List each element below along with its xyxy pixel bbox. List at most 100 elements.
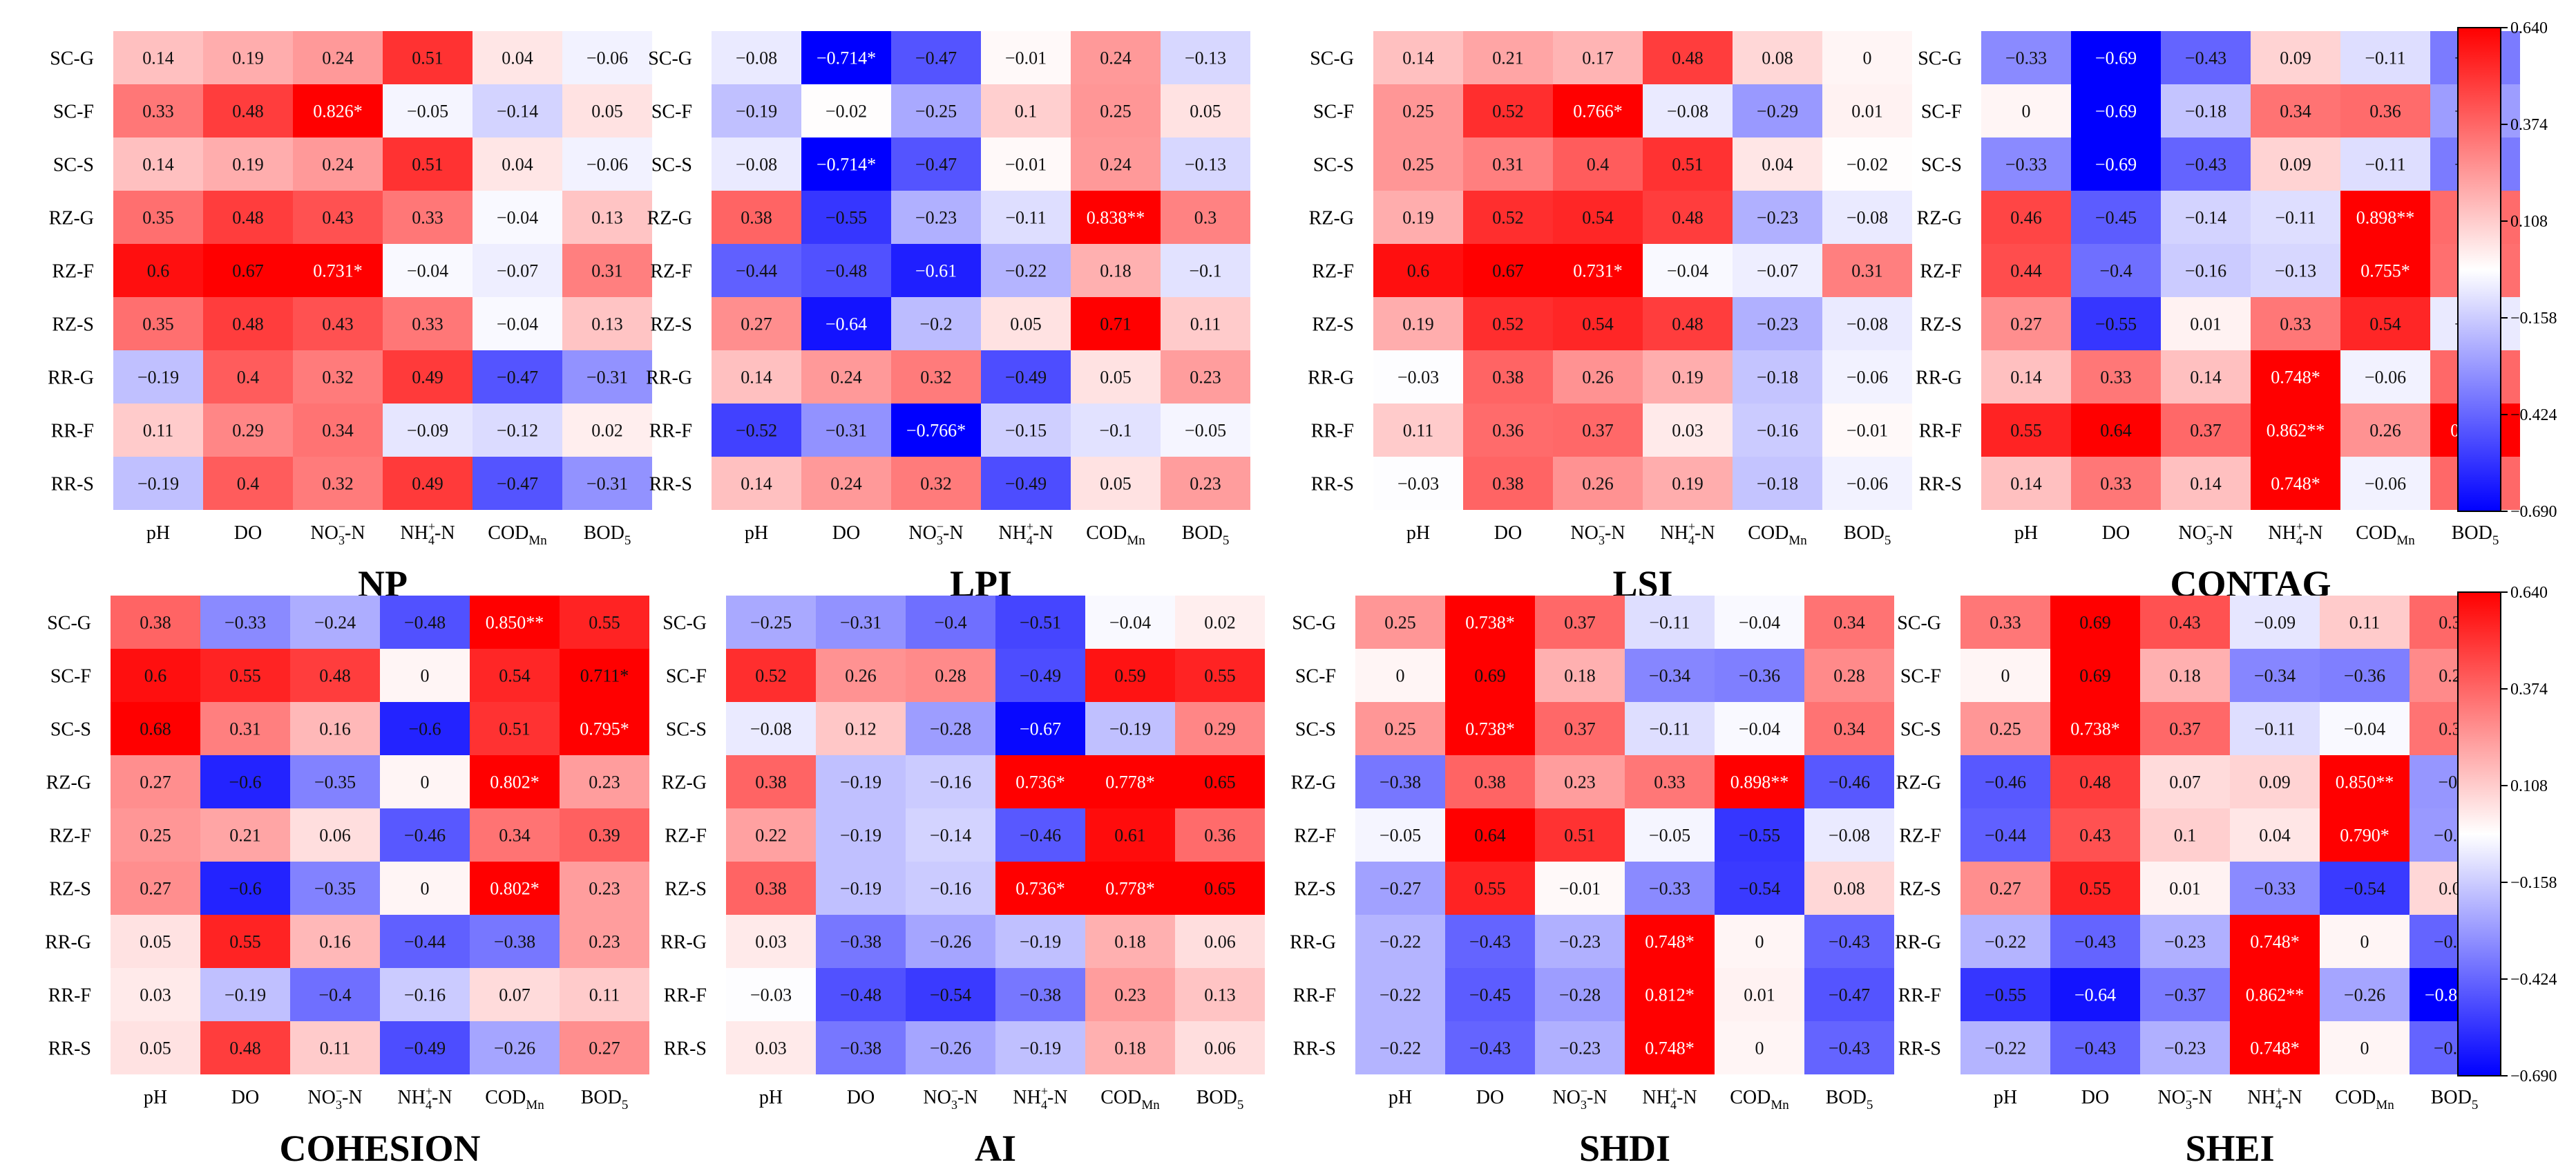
row-label: SC-F (53, 102, 94, 123)
heatmap-cell (383, 244, 473, 297)
cell-value-label: −0.08 (736, 48, 777, 68)
heatmap-cell (470, 808, 560, 862)
heatmap-cell (1085, 649, 1175, 702)
cell-value-label: −0.23 (2164, 932, 2206, 952)
heatmap-cell (203, 297, 293, 350)
heatmap-cell (1553, 84, 1643, 137)
row-label: SC-G (1897, 613, 1941, 634)
heatmap-cell (1161, 350, 1250, 404)
cell-value-label: 0.862** (2267, 421, 2325, 441)
cell-value-label: 0.14 (741, 368, 772, 388)
heatmap-cell (1733, 137, 1822, 191)
cell-value-label: 0.34 (499, 826, 531, 846)
column-label: NO− 3-N (908, 520, 963, 547)
heatmap-cell (995, 862, 1085, 915)
cell-value-label: −0.23 (1757, 314, 1798, 334)
cell-value-label: −0.1 (1189, 261, 1221, 281)
colorbar-tick-label: −0.690 (2510, 1068, 2557, 1085)
heatmap-cell (111, 702, 200, 755)
cell-value-label: 0.48 (319, 666, 351, 686)
row-label: RZ-G (1896, 772, 1941, 794)
cell-value-label: 0.51 (412, 155, 443, 175)
cell-value-label: 0.04 (2259, 826, 2291, 846)
heatmap-cell (1355, 596, 1445, 649)
heatmap-cell (726, 968, 816, 1021)
cell-value-label: −0.19 (137, 368, 179, 388)
cell-value-label: −0.08 (736, 155, 777, 175)
heatmap-cell (1643, 297, 1733, 350)
heatmap-cell (200, 915, 290, 968)
heatmap-cell (470, 862, 560, 915)
heatmap-cell (2140, 968, 2230, 1021)
heatmap-cell (562, 244, 652, 297)
cell-value-label: −0.04 (2344, 719, 2385, 739)
cell-value-label: 0.19 (1402, 208, 1434, 228)
heatmap-cell (2161, 457, 2251, 510)
cell-value-label: 0.61 (1114, 826, 1146, 846)
cell-value-label: −0.19 (1020, 1038, 1061, 1059)
heatmap-cell (111, 808, 200, 862)
heatmap-cell (981, 297, 1071, 350)
heatmap-cell (2050, 649, 2140, 702)
cell-value-label: 0 (421, 772, 430, 793)
cell-value-label: −0.47 (497, 368, 538, 388)
heatmap-cell (203, 350, 293, 404)
heatmap-cell (2140, 862, 2230, 915)
heatmap-cell (712, 244, 801, 297)
heatmap-cell (290, 915, 380, 968)
heatmap-cell (801, 191, 891, 244)
heatmap-cell (1715, 649, 1804, 702)
heatmap-cell (712, 31, 801, 84)
cell-value-label: 0.898** (1730, 772, 1789, 793)
heatmap-cell (995, 968, 1085, 1021)
cell-value-label: −0.38 (1380, 772, 1421, 793)
column-label: CODMn (2356, 522, 2415, 548)
cell-value-label: 0.43 (322, 314, 354, 334)
heatmap-cell (290, 649, 380, 702)
heatmap-cell (2161, 31, 2251, 84)
heatmap-cell (1161, 457, 1250, 510)
heatmap-cell (1071, 31, 1161, 84)
heatmap-cell (113, 84, 203, 137)
cell-value-label: −0.26 (930, 1038, 971, 1059)
cell-value-label: −0.31 (840, 613, 881, 633)
cell-value-label: 0.69 (2079, 666, 2111, 686)
heatmap-cell (1553, 297, 1643, 350)
cell-value-label: 0.24 (322, 48, 354, 68)
cell-value-label: −0.16 (1757, 421, 1798, 441)
heatmap-cell (1175, 596, 1265, 649)
heatmap-cell (111, 1021, 200, 1074)
cell-value-label: −0.69 (2095, 102, 2137, 122)
heatmap-cell (1804, 596, 1894, 649)
heatmap-cell (906, 702, 995, 755)
row-label: SC-G (1918, 48, 1962, 70)
heatmap-cell (380, 915, 470, 968)
cell-value-label: 0.6 (147, 261, 170, 281)
cell-value-label: 0.3 (1194, 208, 1217, 228)
heatmap-cell (2340, 84, 2430, 137)
cell-value-label: −0.08 (1829, 826, 1870, 846)
heatmap-cell (1071, 137, 1161, 191)
cell-value-label: 0.37 (1582, 421, 1614, 441)
cell-value-label: 0.736* (1015, 772, 1065, 793)
column-label: pH (1406, 522, 1430, 544)
cell-value-label: −0.43 (1829, 932, 1870, 952)
cell-value-label: −0.26 (2344, 985, 2385, 1005)
cell-value-label: 0.35 (142, 208, 174, 228)
heatmap-cell (2320, 755, 2410, 808)
cell-value-label: 0.25 (1384, 613, 1416, 633)
heatmap-cell (712, 297, 801, 350)
cell-value-label: 0.1 (2174, 826, 2197, 846)
cell-value-label: 0.4 (237, 368, 260, 388)
cell-value-label: 0.55 (2010, 421, 2042, 441)
row-label: SC-F (50, 666, 91, 687)
heatmap-cell (1445, 755, 1535, 808)
cell-value-label: 0.778* (1105, 879, 1155, 899)
cell-value-label: −0.02 (826, 102, 867, 122)
cell-value-label: 0.21 (229, 826, 261, 846)
cell-value-label: 0.69 (2079, 613, 2111, 633)
heatmap-cell (1553, 457, 1643, 510)
heatmap-cell (1463, 31, 1553, 84)
cell-value-label: 0.37 (1564, 613, 1596, 633)
